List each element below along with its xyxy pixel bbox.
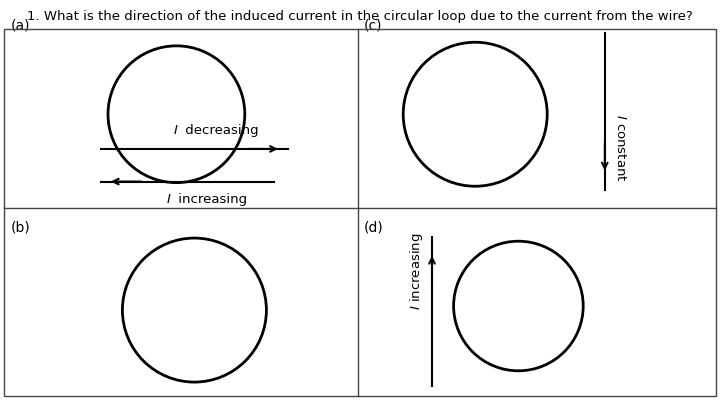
Text: $I$: $I$ (166, 193, 171, 206)
Text: (b): (b) (11, 220, 30, 234)
Ellipse shape (454, 241, 583, 371)
Ellipse shape (403, 42, 547, 186)
Text: $I$ increasing: $I$ increasing (408, 233, 425, 310)
Text: $I$: $I$ (173, 124, 179, 137)
Text: (d): (d) (364, 220, 383, 234)
Text: decreasing: decreasing (181, 124, 259, 137)
Text: (c): (c) (364, 18, 382, 32)
Text: increasing: increasing (174, 193, 248, 206)
Text: 1. What is the direction of the induced current in the circular loop due to the : 1. What is the direction of the induced … (27, 10, 693, 23)
Text: $I$ constant: $I$ constant (614, 114, 627, 182)
Ellipse shape (122, 238, 266, 382)
Text: (a): (a) (11, 18, 30, 32)
Ellipse shape (108, 46, 245, 183)
